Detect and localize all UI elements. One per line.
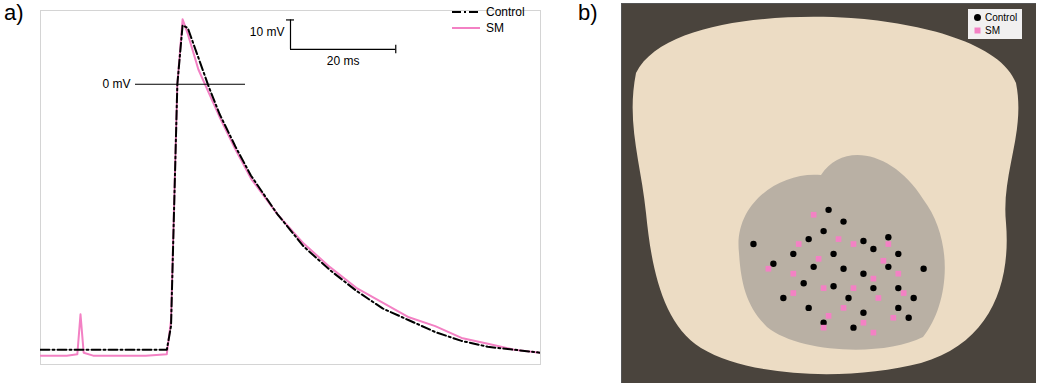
html-text:SM: SM	[985, 25, 1000, 36]
html-text:Control: Control	[985, 12, 1018, 23]
html-text:Control: Control	[486, 5, 525, 19]
svg-text:10 mV: 10 mV	[250, 25, 285, 39]
html-text:a): a)	[4, 0, 24, 25]
html-text:SM: SM	[486, 21, 504, 35]
svg-text:0 mV: 0 mV	[102, 77, 130, 91]
svg-text:20 ms: 20 ms	[327, 54, 360, 68]
html-text:b): b)	[578, 0, 598, 25]
